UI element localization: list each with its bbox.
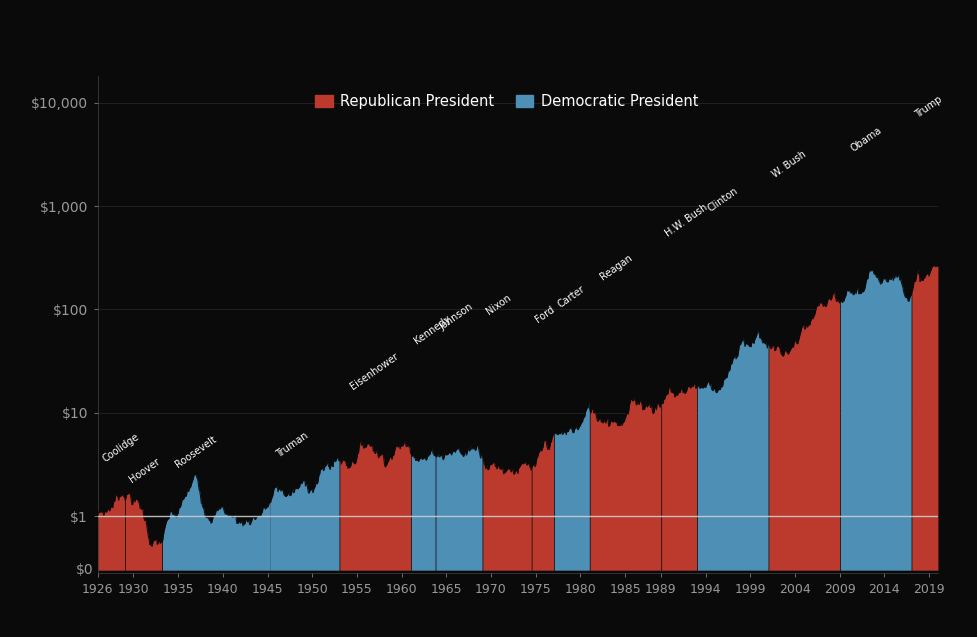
Text: Truman: Truman — [275, 431, 311, 460]
Text: Nixon: Nixon — [485, 292, 513, 317]
Text: Clinton: Clinton — [705, 185, 740, 213]
Text: Obama: Obama — [849, 125, 883, 154]
Text: Trump: Trump — [913, 94, 945, 120]
Text: Hoover: Hoover — [127, 457, 161, 485]
Text: $0: $0 — [75, 563, 93, 577]
Text: W. Bush: W. Bush — [771, 149, 808, 180]
Text: Reagan: Reagan — [598, 252, 634, 282]
Text: H.W. Bush: H.W. Bush — [663, 203, 709, 239]
Text: Ford: Ford — [533, 304, 557, 324]
Text: Roosevelt: Roosevelt — [174, 434, 219, 470]
Text: Coolidge: Coolidge — [101, 431, 141, 464]
Text: Eisenhower: Eisenhower — [348, 351, 400, 392]
Text: Kennedy: Kennedy — [412, 314, 452, 347]
Text: Carter: Carter — [556, 283, 587, 310]
Legend: Republican President, Democratic President: Republican President, Democratic Preside… — [315, 94, 699, 109]
Text: Johnson: Johnson — [438, 302, 475, 333]
